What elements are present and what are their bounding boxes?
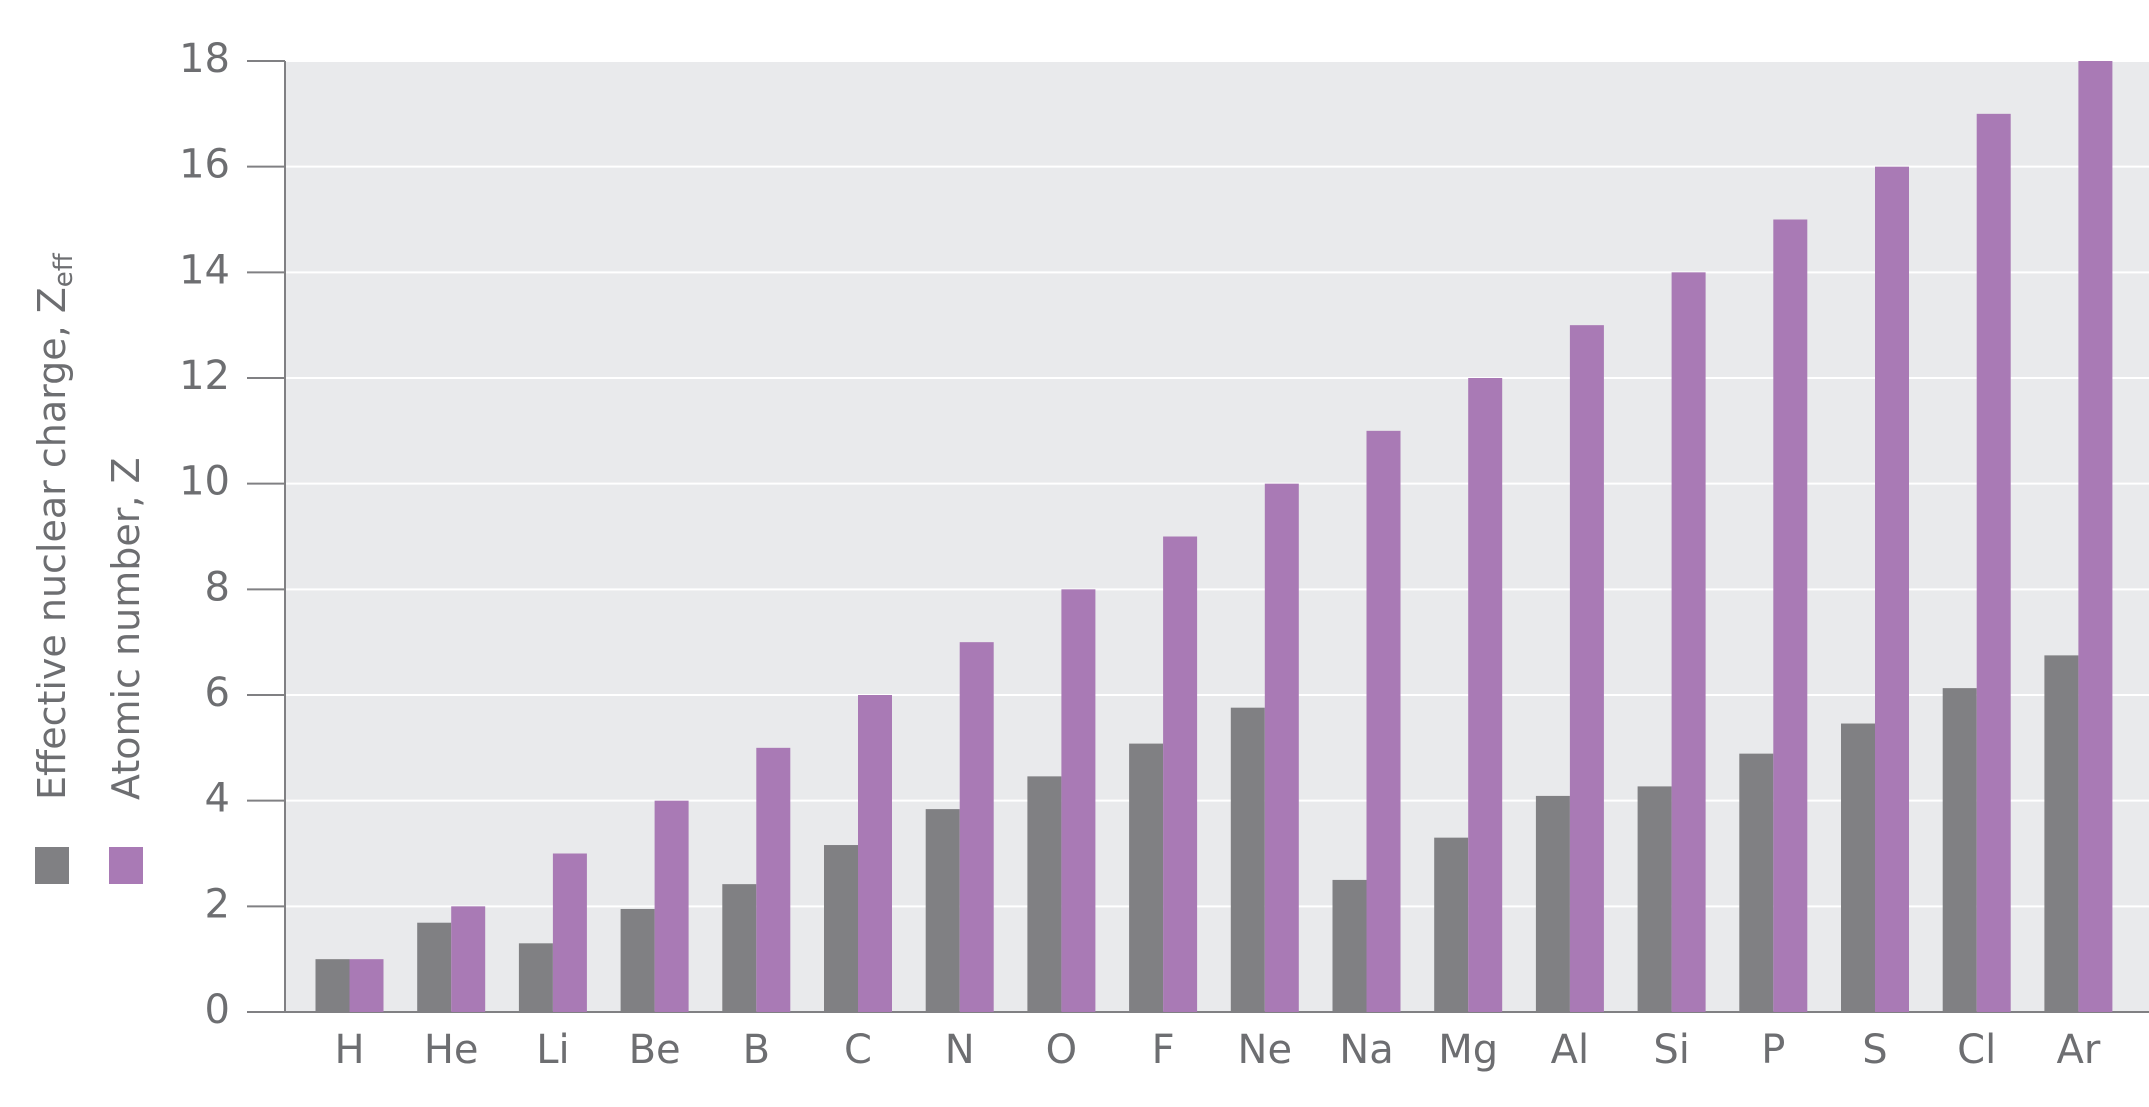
- x-tick-label: P: [1761, 1027, 1785, 1073]
- bar: [417, 922, 452, 1012]
- y-tick-label: 18: [179, 36, 230, 82]
- y-tick-label: 16: [179, 142, 230, 188]
- bar: [925, 809, 960, 1012]
- x-tick-label: Ne: [1238, 1027, 1293, 1073]
- bar: [654, 800, 689, 1012]
- x-tick-label: C: [844, 1027, 872, 1073]
- x-tick-label: Be: [629, 1027, 681, 1073]
- bar: [1129, 743, 1164, 1012]
- bar: [1569, 325, 1604, 1013]
- legend-text: Atomic number, Z: [104, 457, 148, 800]
- legend-subscript: eff: [49, 252, 79, 287]
- bar: [1332, 879, 1367, 1012]
- bar: [552, 853, 587, 1012]
- x-tick-label: Na: [1339, 1027, 1393, 1073]
- bar: [1875, 166, 1909, 1012]
- bar: [722, 884, 757, 1012]
- bar: [2078, 61, 2113, 1012]
- bar: [2044, 655, 2079, 1012]
- bar: [1637, 786, 1672, 1012]
- x-tick-label: N: [945, 1027, 975, 1073]
- bar: [1163, 536, 1198, 1012]
- x-tick-label: O: [1046, 1027, 1077, 1073]
- x-tick-label: Cl: [1957, 1027, 1996, 1073]
- bar: [1027, 776, 1062, 1012]
- bar: [1773, 219, 1808, 1012]
- bar: [1739, 753, 1774, 1012]
- bar: [620, 908, 655, 1012]
- bar: [315, 959, 350, 1012]
- bar: [1230, 707, 1265, 1012]
- legend-text: Effective nuclear charge, Z: [30, 287, 74, 800]
- x-tick-label: Mg: [1438, 1027, 1498, 1073]
- bar: [1671, 272, 1706, 1012]
- y-tick-label: 0: [205, 987, 230, 1033]
- bar: [1942, 688, 1977, 1012]
- bar: [1468, 378, 1503, 1012]
- y-tick-label: 10: [179, 459, 230, 505]
- bar: [858, 695, 892, 1012]
- legend-swatch: [35, 847, 69, 884]
- bar: [1434, 837, 1469, 1012]
- bar: [1264, 483, 1299, 1013]
- y-tick-label: 4: [205, 776, 230, 822]
- bar: [451, 906, 486, 1012]
- y-tick-label: 6: [205, 670, 230, 716]
- bar: [1535, 795, 1570, 1012]
- plot-background: [285, 61, 2149, 1012]
- x-tick-label: Li: [536, 1027, 569, 1073]
- y-tick-label: 14: [179, 247, 230, 293]
- legend-label: Effective nuclear charge, Zeff: [30, 252, 79, 800]
- x-tick-label: S: [1862, 1027, 1887, 1073]
- x-tick-label: H: [334, 1027, 364, 1073]
- y-tick-label: 12: [179, 353, 230, 399]
- legend-label: Atomic number, Z: [104, 457, 148, 800]
- x-tick-label: He: [424, 1027, 479, 1073]
- x-tick-label: Si: [1653, 1027, 1690, 1073]
- y-tick-label: 8: [205, 564, 230, 610]
- bar: [1366, 430, 1401, 1012]
- y-tick-label: 2: [205, 881, 230, 927]
- legend-swatch: [109, 847, 143, 884]
- bar: [824, 845, 858, 1012]
- x-tick-label: F: [1152, 1027, 1175, 1073]
- bar: [518, 943, 553, 1012]
- bar: [959, 642, 994, 1012]
- x-tick-label: Ar: [2056, 1027, 2100, 1073]
- x-tick-label: Al: [1551, 1027, 1589, 1073]
- bar: [349, 959, 384, 1012]
- bar: [756, 747, 791, 1012]
- x-tick-label: B: [743, 1027, 770, 1073]
- bar: [1061, 589, 1096, 1012]
- bar: [1976, 113, 2011, 1013]
- bar: [1841, 723, 1875, 1012]
